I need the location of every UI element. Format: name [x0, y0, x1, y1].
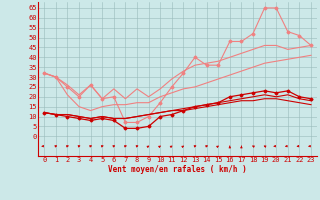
- X-axis label: Vent moyen/en rafales ( km/h ): Vent moyen/en rafales ( km/h ): [108, 165, 247, 174]
